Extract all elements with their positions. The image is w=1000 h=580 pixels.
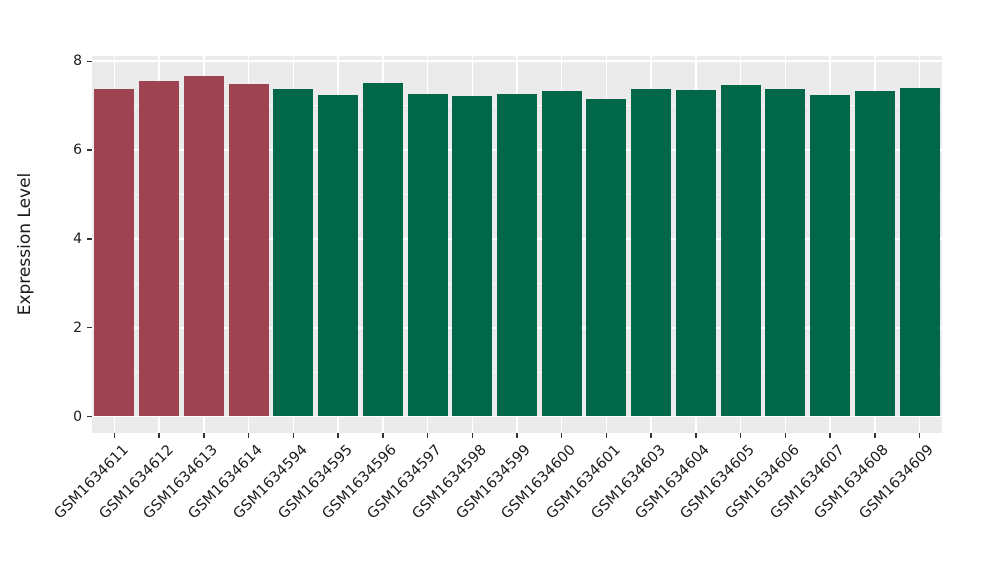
bar-GSM1634601 <box>586 99 627 417</box>
x-tick-mark <box>516 433 518 438</box>
x-tick-mark <box>560 433 563 438</box>
plot-panel <box>92 56 942 433</box>
bar-GSM1634606 <box>765 89 806 417</box>
y-tick-mark <box>87 149 92 151</box>
major-gridline <box>92 60 942 63</box>
bar-GSM1634594 <box>273 89 314 417</box>
bar-GSM1634613 <box>183 75 224 417</box>
y-tick-label: 4 <box>73 230 82 247</box>
bar-GSM1634599 <box>497 94 537 417</box>
y-tick-mark <box>87 326 92 329</box>
x-tick-mark <box>605 433 608 438</box>
bar-GSM1634607 <box>810 94 851 417</box>
x-tick-mark <box>874 433 876 438</box>
bar-GSM1634595 <box>318 94 359 417</box>
x-tick-mark <box>918 433 921 438</box>
bar-GSM1634612 <box>139 81 180 417</box>
x-tick-mark <box>113 433 116 438</box>
y-tick-mark <box>87 415 92 418</box>
bar-GSM1634609 <box>899 88 940 417</box>
x-tick-mark <box>337 433 339 438</box>
bar-GSM1634603 <box>631 88 672 417</box>
x-tick-mark <box>471 433 473 438</box>
bar-GSM1634614 <box>228 83 269 417</box>
x-tick-mark <box>247 433 250 438</box>
bar-GSM1634608 <box>854 91 895 417</box>
bar-GSM1634598 <box>452 96 493 417</box>
x-tick-mark <box>784 433 787 438</box>
x-tick-mark <box>739 433 742 438</box>
bar-GSM1634605 <box>720 85 761 417</box>
y-tick-label: 6 <box>73 142 82 159</box>
x-tick-mark <box>158 433 160 438</box>
y-tick-mark <box>87 238 92 240</box>
major-gridline <box>92 415 942 418</box>
x-tick-mark <box>382 433 384 438</box>
x-tick-mark <box>203 433 205 438</box>
bar-GSM1634611 <box>94 89 135 417</box>
y-tick-label: 8 <box>73 53 82 70</box>
bar-GSM1634600 <box>541 91 582 417</box>
y-tick-label: 0 <box>73 408 82 425</box>
x-tick-mark <box>695 433 697 438</box>
x-tick-mark <box>292 433 295 438</box>
y-tick-mark <box>87 60 92 63</box>
bar-GSM1634604 <box>675 90 716 417</box>
y-tick-label: 2 <box>73 319 82 336</box>
x-tick-mark <box>650 433 652 438</box>
bar-GSM1634596 <box>362 82 403 417</box>
x-tick-mark <box>829 433 831 438</box>
bar-GSM1634597 <box>407 94 448 417</box>
x-tick-mark <box>426 433 429 438</box>
